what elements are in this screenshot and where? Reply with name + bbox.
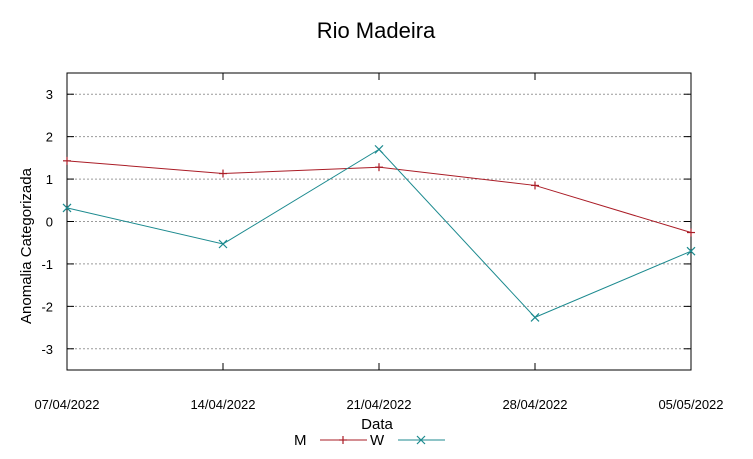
legend: M W [294, 432, 445, 449]
y-axis-label: Anomalia Categorizada [18, 167, 35, 324]
marker-stroke [374, 144, 384, 154]
marker-stroke [62, 203, 72, 213]
legend-marker-w [416, 435, 426, 445]
marker-stroke [218, 239, 228, 249]
y-tick-label: 2 [46, 130, 53, 145]
legend-marker-point [416, 435, 426, 445]
x-axis-ticks: 07/04/2022 14/04/2022 21/04/2022 28/04/2022… [34, 73, 724, 412]
data-point-w [62, 203, 72, 213]
y-axis-ticks: 3 2 1 0 -1 -2 -3 [41, 87, 691, 357]
legend-marker-point [339, 436, 347, 444]
y-tick-label: 0 [46, 215, 53, 230]
series-line-w [66, 148, 692, 318]
legend-label-m: M [294, 432, 307, 449]
y-tick-label: 3 [46, 87, 53, 102]
y-tick-label: -2 [41, 299, 53, 314]
x-tick-label: 28/04/2022 [502, 397, 567, 412]
marker-stroke [530, 312, 540, 322]
series-lines [62, 144, 696, 322]
x-tick-label: 21/04/2022 [346, 397, 411, 412]
y-tick-label: 1 [46, 172, 53, 187]
data-point-w [374, 144, 384, 154]
data-point-m [63, 156, 71, 165]
data-point-w [530, 312, 540, 322]
x-tick-label: 05/05/2022 [658, 397, 723, 412]
legend-label-w: W [370, 432, 385, 449]
x-tick-label: 14/04/2022 [190, 397, 255, 412]
gridlines [67, 93, 691, 350]
data-point-m [687, 228, 695, 237]
y-tick-label: -3 [41, 342, 53, 357]
data-point-m [219, 169, 227, 178]
legend-marker-m [339, 436, 347, 444]
y-tick-label: -1 [41, 257, 53, 272]
marker-stroke [416, 435, 426, 445]
data-point-w [218, 239, 228, 249]
marker-stroke [686, 246, 696, 256]
x-axis-label: Data [361, 416, 393, 433]
x-tick-label: 07/04/2022 [34, 397, 99, 412]
data-point-m [375, 163, 383, 172]
chart-title: Rio Madeira [317, 18, 436, 43]
data-point-m [531, 181, 539, 190]
data-point-w [686, 246, 696, 256]
